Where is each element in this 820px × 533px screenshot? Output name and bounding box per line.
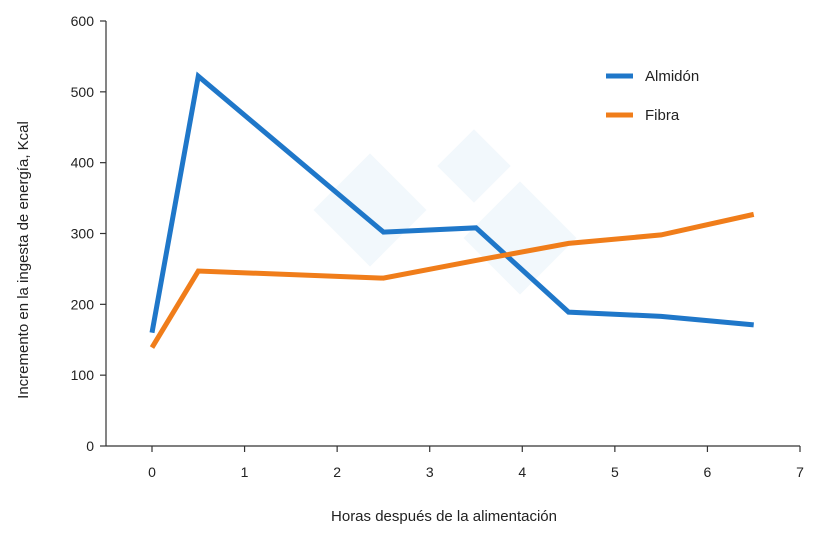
y-tick-label: 0 [86,438,94,454]
y-tick-label: 500 [71,84,95,100]
x-tick-label: 6 [704,464,712,480]
x-tick-label: 4 [518,464,526,480]
series-group [149,71,755,349]
x-tick-label: 7 [796,464,804,480]
x-tick-label: 2 [333,464,341,480]
watermark-logo [313,129,577,295]
y-tick-label: 300 [71,226,95,242]
legend-label-fibra: Fibra [645,107,680,124]
series-line-fibra [149,211,755,349]
x-axis-title: Horas después de la alimentación [331,508,557,525]
legend-label-almidon: Almidón [645,68,699,85]
legend-item-fibra: Fibra [606,107,680,124]
x-tick-label: 3 [426,464,434,480]
legend-item-almidon: Almidón [606,68,699,85]
y-ticks: 0 100 200 300 400 500 600 [71,13,106,454]
y-tick-label: 100 [71,367,95,383]
x-tick-label: 0 [148,464,156,480]
y-tick-label: 400 [71,155,95,171]
x-ticks: 0 1 2 3 4 5 6 7 [148,446,804,480]
x-tick-label: 1 [241,464,249,480]
x-tick-label: 5 [611,464,619,480]
legend: Almidón Fibra [606,68,699,124]
y-tick-label: 600 [71,13,95,29]
y-axis-title: Incremento en la ingesta de energía, Kca… [15,121,32,399]
y-tick-label: 200 [71,296,95,312]
